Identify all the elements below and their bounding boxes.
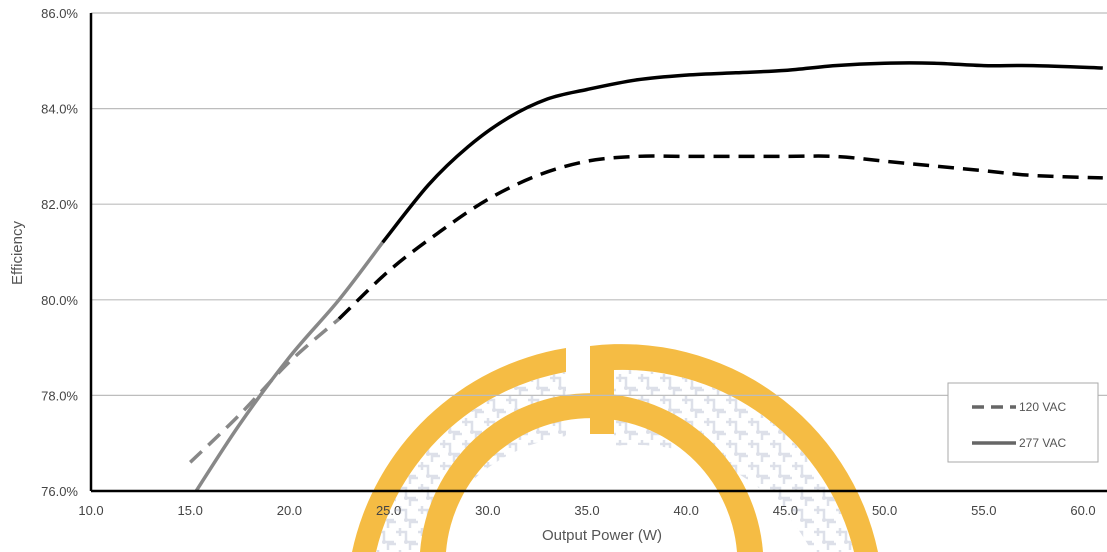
tick-labels: 76.0% 78.0% 80.0% 82.0% 84.0% 86.0% 10.0 15.0 20… <box>41 6 1096 518</box>
x-tick-label: 25.0 <box>376 503 401 518</box>
y-tick-label: 76.0% <box>41 484 78 499</box>
series-277vac-low-segment <box>194 241 385 491</box>
x-tick-label: 15.0 <box>178 503 203 518</box>
series-lines <box>188 61 1103 491</box>
axes <box>89 13 1107 493</box>
y-tick-label: 86.0% <box>41 6 78 21</box>
legend-277vac-label: 277 VAC <box>1019 436 1066 450</box>
x-tick-label: 10.0 <box>78 503 103 518</box>
x-tick-label: 30.0 <box>475 503 500 518</box>
x-tick-label: 45.0 <box>773 503 798 518</box>
legend-box <box>947 382 1099 463</box>
legend-120vac-label: 120 VAC <box>1019 400 1066 414</box>
y-tick-label: 78.0% <box>41 388 78 403</box>
y-tick-label: 84.0% <box>41 102 78 117</box>
x-tick-label: 50.0 <box>872 503 897 518</box>
circuit-ring-watermark <box>352 344 878 552</box>
legend: 120 VAC 277 VAC <box>947 382 1099 463</box>
x-tick-label: 35.0 <box>574 503 599 518</box>
gridlines <box>91 12 1107 396</box>
y-tick-label: 82.0% <box>41 197 78 212</box>
y-axis-title: Efficiency <box>9 221 26 285</box>
x-axis-title: Output Power (W) <box>542 527 662 544</box>
x-tick-label: 60.0 <box>1070 503 1095 518</box>
x-tick-label: 40.0 <box>674 503 699 518</box>
x-tick-label: 20.0 <box>277 503 302 518</box>
series-120vac-line <box>337 154 1103 321</box>
series-277vac-line <box>381 61 1103 244</box>
y-tick-label: 80.0% <box>41 293 78 308</box>
x-tick-label: 55.0 <box>971 503 996 518</box>
